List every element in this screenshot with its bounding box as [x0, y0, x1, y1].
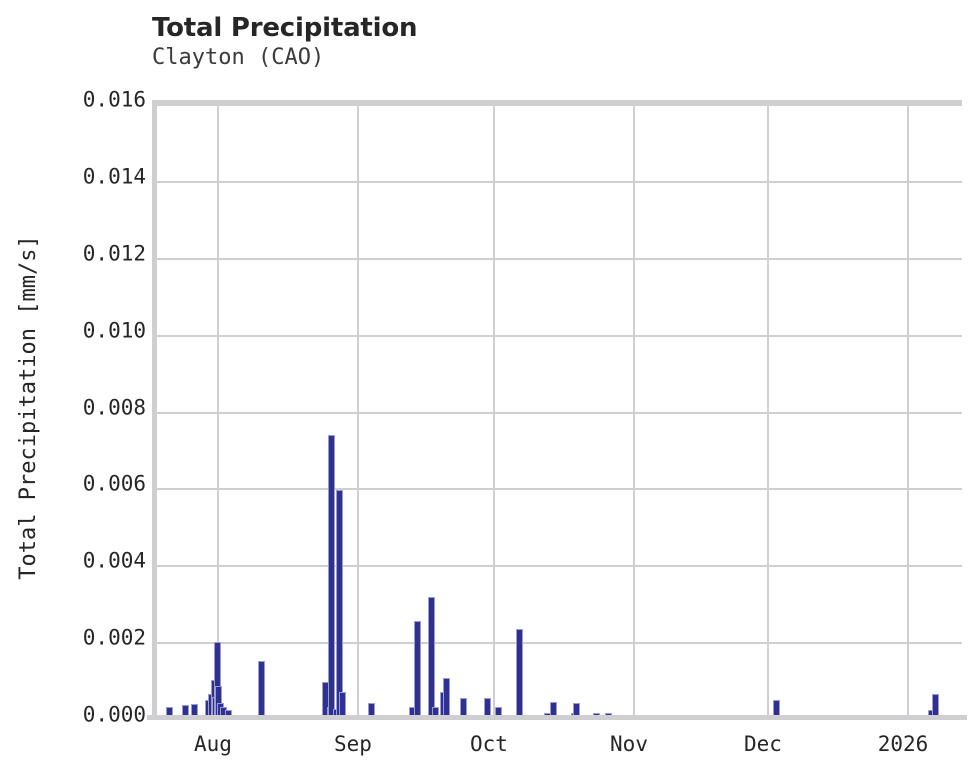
bar	[339, 691, 347, 715]
gridline-vertical	[766, 105, 769, 715]
bar	[328, 435, 336, 715]
bar	[495, 706, 503, 715]
y-tick-label: 0.014	[82, 164, 146, 189]
gridline-horizontal	[157, 565, 962, 568]
y-tick-label: 0.010	[82, 318, 146, 343]
plot-inner	[157, 105, 962, 715]
gridline-vertical	[356, 105, 359, 715]
gridline-horizontal	[157, 105, 962, 106]
y-tick-label: 0.004	[82, 548, 146, 573]
x-tick-label: 2026	[877, 732, 929, 756]
bar	[432, 706, 440, 715]
bar	[931, 693, 939, 715]
bar	[224, 710, 232, 715]
x-axis-tick-labels: Aug Sep Oct Nov Dec 2026	[0, 734, 980, 764]
y-tick-label: 0.008	[82, 395, 146, 419]
chart-title: Total Precipitation	[152, 13, 418, 43]
bar	[368, 703, 376, 715]
x-tick-label: Dec	[744, 732, 782, 756]
bar	[443, 678, 451, 715]
y-tick-label: 0.012	[82, 241, 146, 266]
y-tick-label: 0.002	[82, 625, 146, 650]
bar	[258, 661, 266, 715]
y-tick-label: 0.016	[82, 87, 146, 112]
gridline-vertical	[907, 105, 910, 715]
gridline-horizontal	[157, 334, 962, 337]
bar	[413, 620, 421, 715]
gridline-horizontal	[157, 257, 962, 260]
chart-subtitle: Clayton (CAO)	[152, 45, 325, 70]
gridline-horizontal	[157, 180, 962, 183]
bar	[484, 697, 492, 715]
bar	[549, 702, 557, 715]
bar	[166, 706, 174, 715]
x-tick-label: Aug	[194, 732, 232, 756]
bar	[516, 628, 524, 715]
gridline-vertical	[216, 105, 219, 715]
bar	[460, 697, 468, 715]
x-axis-line	[147, 715, 967, 720]
y-tick-label: 0.006	[82, 471, 146, 496]
gridline-horizontal	[157, 411, 962, 414]
bar	[773, 700, 781, 715]
bar	[573, 703, 581, 715]
bar	[605, 713, 613, 715]
bar	[335, 490, 343, 715]
bar	[190, 704, 198, 715]
title-block: Total Precipitation Clayton (CAO)	[152, 12, 852, 72]
x-tick-label: Nov	[610, 732, 648, 756]
gridline-vertical	[492, 105, 495, 715]
bar	[593, 713, 601, 715]
x-tick-label: Sep	[333, 732, 372, 756]
bar	[215, 686, 223, 715]
gridline-vertical	[633, 105, 635, 715]
x-tick-label: Oct	[469, 732, 508, 756]
bar	[213, 641, 221, 715]
plot-area	[152, 100, 962, 715]
bar	[182, 705, 190, 715]
gridline-horizontal	[157, 488, 962, 491]
bar	[428, 596, 436, 715]
y-tick-label: 0.000	[82, 702, 146, 727]
gridline-horizontal	[157, 642, 962, 645]
y-axis-tick-labels: 0.000 0.002 0.004 0.006 0.008 0.010 0.012 0.014…	[0, 89, 146, 725]
